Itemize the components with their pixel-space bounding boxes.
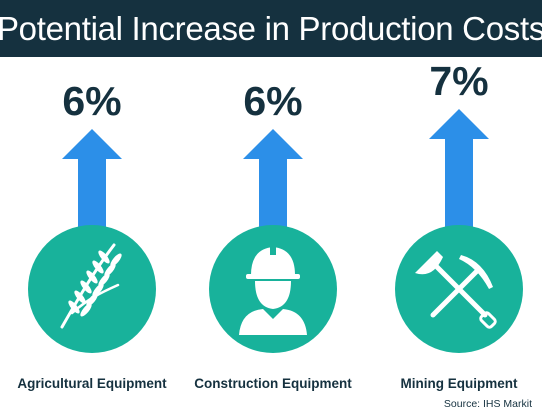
increase-arrow [243, 129, 303, 231]
value-label: 7% [429, 58, 488, 104]
title-bar: Potential Increase in Production Costs [0, 0, 542, 57]
category-group: 6% Construction Equipment [194, 78, 352, 391]
increase-arrow [62, 129, 122, 231]
category-circle [28, 225, 156, 353]
shovel-pickaxe-icon [415, 251, 497, 329]
infographic-chart: 6% Agricultural Equipment 6% Construction E… [17, 58, 523, 391]
category-group: 7% Mining Equipment [395, 58, 523, 391]
increase-arrow [429, 109, 489, 231]
category-label: Mining Equipment [401, 376, 518, 391]
worker-hardhat-icon [239, 245, 307, 335]
value-label: 6% [243, 78, 302, 124]
category-label: Agricultural Equipment [17, 376, 167, 391]
page-title: Potential Increase in Production Costs [0, 9, 542, 47]
category-label: Construction Equipment [194, 376, 352, 391]
category-group: 6% Agricultural Equipment [17, 78, 167, 391]
value-label: 6% [62, 78, 121, 124]
wheat-icon [60, 243, 122, 329]
source-note: Source: IHS Markit [443, 398, 532, 410]
